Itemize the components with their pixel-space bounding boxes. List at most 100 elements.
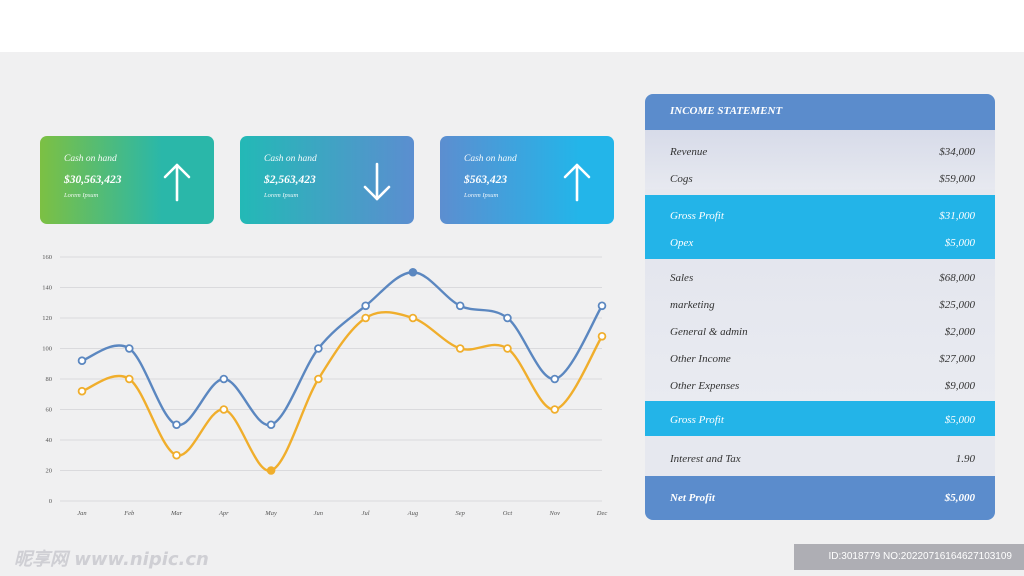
top-bar: [0, 0, 1024, 52]
row-opex: Opex $5,000: [645, 237, 995, 253]
x-tick-label: May: [264, 510, 277, 517]
row-label: Net Profit: [670, 492, 715, 504]
row-label: Other Income: [670, 353, 731, 365]
card-value: $30,563,423: [64, 174, 122, 186]
data-point: [550, 405, 560, 414]
card-subtext: Lorem Ipsum: [264, 192, 299, 199]
row-interest-tax: Interest and Tax 1.90: [645, 453, 995, 469]
y-tick-label: 140: [42, 285, 52, 292]
data-point: [77, 356, 87, 365]
row-marketing: marketing $25,000: [645, 299, 995, 315]
interest-band: [645, 436, 995, 476]
row-gross-profit-2: Gross Profit $5,000: [645, 414, 995, 430]
row-value: $68,000: [939, 272, 975, 284]
y-tick-label: 100: [42, 346, 52, 353]
x-tick-label: Nov: [548, 510, 560, 517]
statement-title: INCOME STATEMENT: [645, 94, 995, 130]
row-other-income: Other Income $27,000: [645, 353, 995, 369]
row-other-expenses: Other Expenses $9,000: [645, 380, 995, 396]
data-point: [219, 374, 229, 384]
data-point: [503, 344, 512, 353]
data-point: [503, 313, 512, 323]
row-gross-profit: Gross Profit $31,000: [645, 210, 995, 226]
row-value: $9,000: [944, 380, 975, 392]
row-value: $31,000: [939, 210, 975, 222]
watermark-logo: 昵享网 www.nipic.cn: [14, 549, 209, 570]
x-tick-label: Sep: [455, 510, 465, 517]
y-tick-label: 40: [46, 437, 53, 444]
arrow-up-icon: [563, 163, 591, 202]
row-value: $5,000: [944, 414, 975, 426]
row-label: marketing: [670, 299, 715, 311]
data-point: [124, 344, 134, 353]
row-label: Other Expenses: [670, 380, 740, 392]
cash-card-3: Cash on hand $563,423 Lorem Ipsum: [440, 136, 614, 224]
arrow-up-icon: [163, 163, 191, 202]
data-point: [266, 420, 276, 430]
y-tick-label: 60: [46, 407, 53, 414]
x-tick-label: Aug: [407, 510, 419, 517]
row-value: $34,000: [939, 146, 975, 158]
data-point: [408, 313, 418, 323]
line-chart: 0 20 40 60 80 100 120 140 160 Jan Feb Mar Apr May Jun J…: [42, 254, 608, 517]
cash-card-1: Cash on hand $30,563,423 Lorem Ipsum: [40, 136, 214, 224]
row-label: Sales: [670, 272, 694, 284]
y-tick-label: 80: [46, 376, 53, 383]
row-value: $59,000: [939, 173, 975, 185]
x-tick-label: Apr: [218, 510, 229, 517]
card-value: $563,423: [464, 174, 508, 186]
revenue-band: [645, 130, 995, 189]
row-sales: Sales $68,000: [645, 272, 995, 288]
data-point: [77, 386, 87, 396]
row-value: $5,000: [944, 237, 975, 249]
row-value: $27,000: [939, 353, 975, 365]
y-tick-label: 0: [49, 498, 52, 505]
data-point: [455, 301, 465, 311]
series-line-2: [81, 310, 604, 472]
data-point: [361, 301, 370, 311]
x-tick-label: Dec: [596, 510, 608, 517]
expenses-band: [645, 259, 995, 402]
gross-profit-band-2: [645, 401, 995, 436]
data-point: [314, 374, 323, 384]
row-label: Interest and Tax: [670, 453, 741, 465]
card-label: Cash on hand: [264, 154, 317, 164]
data-point: [314, 344, 323, 353]
cash-card-2: Cash on hand $2,563,423 Lorem Ipsum: [240, 136, 414, 224]
income-statement-panel: INCOME STATEMENT Revenue $34,000 Cogs $5…: [645, 94, 995, 520]
row-cogs: Cogs $59,000: [645, 173, 995, 189]
data-point: [597, 332, 607, 341]
x-tick-label: Jul: [362, 510, 370, 517]
row-value: $5,000: [944, 492, 975, 504]
x-tick-label: Jun: [314, 510, 323, 517]
row-label: Gross Profit: [670, 414, 724, 426]
data-point: [172, 420, 181, 430]
row-net-profit: Net Profit $5,000: [645, 492, 995, 508]
data-point: [219, 405, 229, 414]
y-tick-label: 160: [42, 254, 52, 261]
card-subtext: Lorem Ipsum: [464, 192, 499, 199]
x-tick-label: Oct: [503, 510, 513, 517]
data-point: [550, 374, 560, 384]
x-tick-label: Jan: [77, 510, 86, 517]
y-tick-label: 120: [42, 315, 52, 322]
row-general-admin: General & admin $2,000: [645, 326, 995, 342]
row-label: General & admin: [670, 326, 748, 338]
arrow-down-icon: [363, 162, 391, 201]
data-point: [361, 313, 370, 323]
x-tick-label: Feb: [123, 510, 135, 517]
x-tick-label: Mar: [170, 510, 183, 517]
net-profit-band: [645, 476, 995, 520]
data-point: [266, 466, 276, 475]
data-point: [408, 267, 418, 277]
data-point: [455, 344, 465, 353]
data-point: [172, 450, 181, 460]
row-label: Cogs: [670, 173, 693, 185]
row-value: 1.90: [955, 453, 975, 465]
row-value: $25,000: [939, 299, 975, 311]
data-point: [597, 301, 607, 311]
row-value: $2,000: [944, 326, 975, 338]
card-value: $2,563,423: [264, 174, 316, 186]
card-label: Cash on hand: [64, 154, 117, 164]
row-revenue: Revenue $34,000: [645, 146, 995, 162]
